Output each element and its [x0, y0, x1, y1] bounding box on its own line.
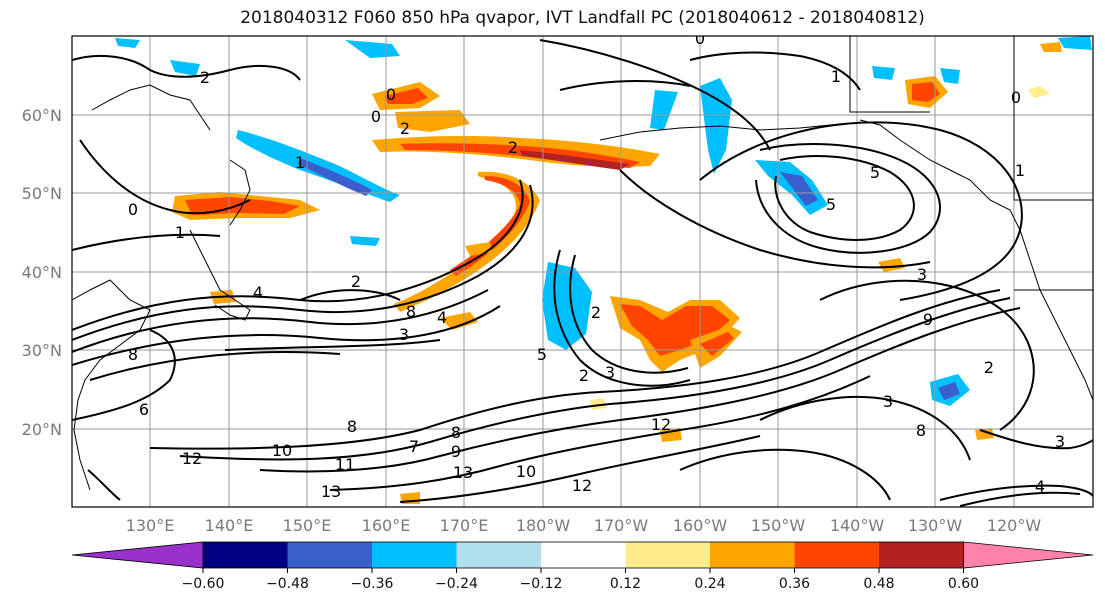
map-title: 2018040312 F060 850 hPa qvapor, IVT Land… — [240, 8, 925, 28]
contour-label: 6 — [139, 400, 149, 419]
colorbar-outline — [202, 541, 964, 569]
colorbar-tick-label: −0.60 — [182, 576, 225, 592]
contour-label: 1 — [831, 67, 841, 86]
colorbar-tick-label: −0.12 — [520, 576, 563, 592]
lon-label-120w: 120°W — [987, 516, 1042, 535]
contour-label: 1 — [175, 223, 185, 242]
colorbar-extend-high — [963, 541, 1094, 569]
lon-label-150e: 150°E — [283, 516, 332, 535]
contour-label: 8 — [347, 417, 357, 436]
contour-label: 1 — [1015, 161, 1025, 180]
colorbar-bin — [287, 542, 372, 568]
colorbar-bin — [794, 542, 879, 568]
colorbar-bin — [710, 542, 795, 568]
contour-label: 2 — [984, 358, 994, 377]
lat-label-20n: 20°N — [22, 420, 62, 439]
contour-label: 3 — [1055, 432, 1065, 451]
contour-label: 7 — [409, 437, 419, 456]
contour-label: 9 — [451, 442, 461, 461]
colorbar-tick-label: −0.36 — [351, 576, 394, 592]
contour-label: 5 — [826, 195, 836, 214]
contour-label: 0 — [386, 85, 396, 104]
contour-label: 2 — [200, 68, 210, 87]
contour-label: 8 — [916, 421, 926, 440]
colorbar-tick-label: 0.48 — [863, 576, 894, 592]
contour-label: 9 — [923, 310, 933, 329]
contour-label: 2 — [591, 303, 601, 322]
lat-label-30n: 30°N — [22, 341, 62, 360]
contour-label: 0 — [695, 29, 705, 48]
contour-label: 12 — [651, 415, 671, 434]
colorbar-bin — [372, 542, 457, 568]
contour-label: 0 — [1011, 88, 1021, 107]
lon-label-180w: 180°W — [516, 516, 571, 535]
graticule — [72, 36, 1093, 507]
colorbar-bin — [879, 542, 964, 568]
contour-label: 4 — [1035, 477, 1045, 496]
contour-label: 5 — [870, 163, 880, 182]
contour-label: 8 — [128, 345, 138, 364]
colorbar-tick-label: 0.60 — [948, 576, 979, 592]
contour-label: 4 — [437, 308, 447, 327]
contour-label: 10 — [272, 441, 292, 460]
contour-label: 12 — [182, 449, 202, 468]
contour-label: 1 — [295, 153, 305, 172]
contour-label: 4 — [253, 283, 263, 302]
contour-label: 3 — [605, 363, 615, 382]
colorbar: −0.60 −0.48 −0.36 −0.24 −0.12 0.12 0.24 … — [71, 541, 1094, 592]
colorbar-tick-label: 0.24 — [694, 576, 725, 592]
contour-label: 13 — [453, 463, 473, 482]
lon-label-160w: 160°W — [673, 516, 728, 535]
contour-label: 2 — [579, 366, 589, 385]
contour-label: 2 — [351, 272, 361, 291]
colorbar-bin — [203, 542, 288, 568]
colorbar-extend-low — [71, 541, 204, 569]
latitude-labels: 60°N 50°N 40°N 30°N 20°N — [22, 106, 62, 439]
lon-label-170e: 170°E — [440, 516, 489, 535]
colorbar-bin — [541, 542, 626, 568]
contour-label: 8 — [406, 302, 416, 321]
colorbar-bin — [456, 542, 541, 568]
anomaly-shading — [115, 36, 1092, 504]
contour-label: 13 — [321, 482, 341, 501]
contour-label: 8 — [451, 423, 461, 442]
lon-label-130e: 130°E — [126, 516, 175, 535]
contour-label: 0 — [371, 107, 381, 126]
contour-label: 12 — [572, 476, 592, 495]
colorbar-tick-label: 0.12 — [610, 576, 641, 592]
contour-label: 0 — [128, 200, 138, 219]
plot-frame — [71, 35, 1094, 508]
contour-label: 3 — [917, 265, 927, 284]
colorbar-bin — [625, 542, 710, 568]
lat-label-60n: 60°N — [22, 106, 62, 125]
lat-label-50n: 50°N — [22, 184, 62, 203]
lon-label-140w: 140°W — [830, 516, 885, 535]
contour-label: 2 — [508, 138, 518, 157]
colorbar-tick-label: −0.24 — [435, 576, 478, 592]
contour-label: 11 — [335, 455, 355, 474]
lon-label-160e: 160°E — [362, 516, 411, 535]
contour-label: 2 — [400, 119, 410, 138]
lon-label-130w: 130°W — [908, 516, 963, 535]
ivt-contours — [72, 39, 1093, 507]
lon-label-150w: 150°W — [751, 516, 806, 535]
longitude-labels: 130°E 140°E 150°E 160°E 170°E 180°W 170°… — [126, 516, 1042, 535]
lon-label-140e: 140°E — [205, 516, 254, 535]
lon-label-170w: 170°W — [594, 516, 649, 535]
colorbar-tick-label: −0.48 — [266, 576, 309, 592]
contour-label: 3 — [883, 392, 893, 411]
colorbar-tick-label: 0.36 — [779, 576, 810, 592]
contour-label: 3 — [399, 325, 409, 344]
lat-label-40n: 40°N — [22, 263, 62, 282]
contour-label: 10 — [516, 462, 536, 481]
coastlines — [72, 36, 1093, 491]
contour-label: 5 — [537, 345, 547, 364]
